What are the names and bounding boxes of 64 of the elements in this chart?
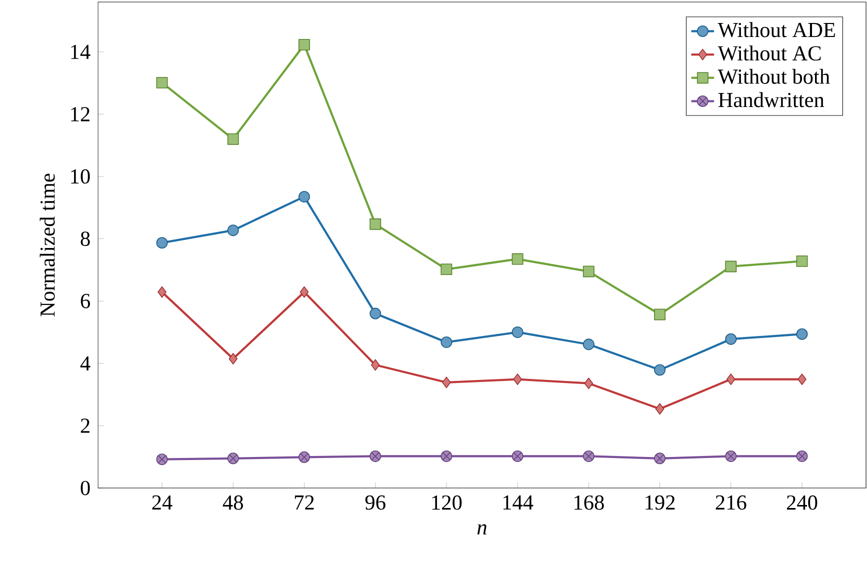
point — [156, 76, 168, 88]
point — [158, 286, 166, 298]
point — [796, 450, 808, 462]
point — [654, 364, 666, 376]
x-tick-label: 216 — [716, 495, 746, 510]
x-tick-label: 24 — [152, 495, 172, 510]
x-tick-label: 48 — [222, 495, 243, 510]
point — [156, 454, 168, 466]
point — [370, 359, 380, 371]
point — [298, 38, 310, 50]
point — [582, 338, 594, 350]
point — [582, 450, 594, 462]
legend-label: Handwritten — [718, 92, 824, 108]
point — [442, 376, 451, 388]
point — [370, 450, 382, 462]
x-axis-title: n — [477, 524, 486, 534]
point — [370, 308, 382, 320]
point — [512, 253, 524, 265]
point — [798, 374, 806, 386]
point — [440, 264, 452, 276]
point — [440, 336, 452, 348]
point — [513, 374, 522, 386]
point — [227, 224, 239, 236]
point — [227, 133, 239, 145]
point — [228, 352, 238, 364]
point — [512, 326, 524, 338]
point — [796, 328, 808, 340]
point — [298, 451, 310, 463]
y-tick-label: 0 — [80, 480, 90, 496]
y-tick-label: 12 — [71, 107, 90, 122]
y-tick-label: 10 — [71, 169, 90, 184]
y-tick-label: 2 — [80, 418, 90, 433]
y-tick-label: 14 — [71, 44, 90, 59]
point — [227, 452, 239, 464]
point — [725, 333, 737, 345]
point — [512, 450, 524, 462]
x-tick-label: 192 — [646, 495, 675, 510]
point — [796, 255, 808, 267]
point — [582, 266, 594, 278]
x-tick-label: 96 — [365, 495, 386, 510]
point — [654, 308, 666, 320]
legend-label: Without both — [718, 68, 830, 84]
y-tick-label: 4 — [80, 356, 90, 370]
point — [370, 218, 382, 230]
point — [584, 378, 594, 390]
y-tick-label: 8 — [80, 232, 90, 246]
point — [156, 237, 168, 249]
point — [726, 374, 736, 386]
legend-label: Without AC — [718, 46, 821, 61]
point — [725, 260, 737, 272]
point — [298, 190, 310, 202]
x-tick-label: 144 — [503, 495, 534, 510]
x-tick-label: 240 — [786, 495, 818, 510]
point — [655, 403, 664, 415]
y-axis-title: Normalized time — [40, 174, 55, 316]
point — [300, 286, 309, 298]
point — [440, 450, 452, 462]
x-tick-label: 72 — [294, 495, 314, 510]
point — [725, 450, 737, 462]
x-tick-label: 120 — [432, 495, 462, 510]
y-tick-label: 6 — [80, 294, 90, 308]
point — [654, 452, 666, 464]
x-tick-label: 168 — [574, 495, 604, 510]
legend-label: Without ADE — [718, 22, 835, 38]
